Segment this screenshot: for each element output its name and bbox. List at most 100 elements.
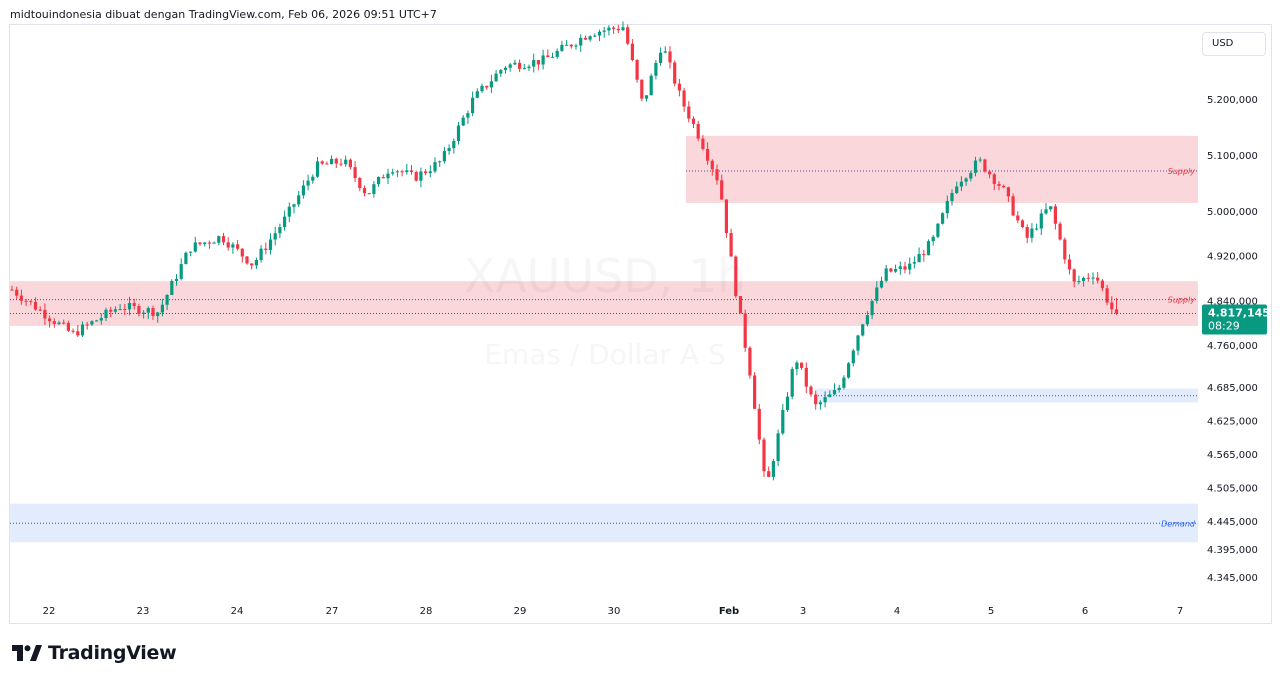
candle-body <box>15 289 19 296</box>
candle-body <box>428 171 432 174</box>
candle-body <box>419 171 423 181</box>
candle-body <box>76 331 80 336</box>
candle-body <box>1105 288 1109 303</box>
candle-body <box>988 171 992 175</box>
candle-body <box>137 305 141 314</box>
currency-selector[interactable]: USD <box>1202 32 1266 56</box>
last-price-tag <box>1202 304 1267 335</box>
candle-body <box>400 171 404 173</box>
candle-body <box>569 44 573 47</box>
candle-body <box>424 171 428 174</box>
candle-body <box>165 294 169 305</box>
y-tick-label: 4.685,000 <box>1207 383 1258 394</box>
candle-body <box>1096 277 1100 281</box>
candle-body <box>259 248 263 260</box>
candle-body <box>1006 187 1010 197</box>
zone-label-demand: Demand <box>1161 519 1196 528</box>
candle-body <box>52 321 56 324</box>
zone-demand-2[interactable] <box>815 388 1198 403</box>
candle-body <box>809 386 813 395</box>
candle-body <box>184 252 188 265</box>
candle-body <box>287 206 291 217</box>
candle-body <box>292 204 296 207</box>
candle-body <box>865 315 869 325</box>
candle-body <box>644 95 649 99</box>
candle-body <box>931 236 935 242</box>
candle-body <box>438 161 442 163</box>
candle-body <box>687 106 691 119</box>
candle-body <box>856 335 860 351</box>
candle-body <box>579 37 583 46</box>
candle-body <box>762 439 766 472</box>
candle-body <box>926 241 931 256</box>
zone-supply-0[interactable] <box>686 135 1198 203</box>
candle-body <box>38 309 42 311</box>
x-tick-label: 27 <box>326 606 339 617</box>
candle-body <box>344 159 348 165</box>
y-tick-label: 4.395,000 <box>1207 545 1258 556</box>
y-tick-label: 4.840,000 <box>1207 296 1258 307</box>
candle-body <box>99 318 103 321</box>
candle-body <box>334 158 338 164</box>
candle-body <box>377 177 381 185</box>
y-tick-label: 5.100,000 <box>1207 151 1258 162</box>
candle-body <box>536 60 540 65</box>
tradingview-logo[interactable]: TradingView <box>12 642 177 664</box>
candle-body <box>903 266 907 270</box>
candle-body <box>720 180 724 200</box>
candle-body <box>10 289 14 291</box>
zone-supply-1[interactable] <box>10 281 1198 326</box>
candle-body <box>104 309 108 319</box>
candle-body <box>588 36 592 40</box>
x-tick-label: 24 <box>231 606 244 617</box>
candle-body <box>555 50 559 57</box>
candle-body <box>113 309 117 312</box>
candle-body <box>738 296 743 314</box>
candle-body <box>715 169 719 181</box>
candle-body <box>452 140 456 149</box>
candle-body <box>109 309 113 312</box>
candle-body <box>62 322 66 324</box>
candle-body <box>231 244 235 248</box>
candle-body <box>80 324 85 336</box>
candle-body <box>898 266 902 269</box>
candle-body <box>353 167 357 179</box>
x-axis: 22 23 24 27 28 29 30 Feb 3 4 5 6 7 <box>43 606 1184 617</box>
candle-body <box>33 301 38 310</box>
candle-body <box>593 35 597 37</box>
x-tick-label: 29 <box>514 606 527 617</box>
candle-body <box>306 180 310 186</box>
candle-body <box>156 312 160 317</box>
candle-body <box>941 213 945 224</box>
candle-body <box>480 85 484 92</box>
candle-body <box>236 244 240 249</box>
candle-body <box>767 471 771 477</box>
candle-body <box>395 171 399 173</box>
candle-body <box>776 433 780 462</box>
x-tick-label: Feb <box>719 606 739 617</box>
candle-body <box>785 396 790 410</box>
candle-body <box>414 171 418 181</box>
candle-body <box>630 43 634 61</box>
candle-body <box>832 389 837 395</box>
candle-body <box>912 262 916 264</box>
x-tick-label: 3 <box>800 606 806 617</box>
candle-body <box>743 313 747 348</box>
candle-body <box>1100 280 1104 289</box>
candle-body <box>268 239 273 250</box>
candle-body <box>682 90 686 107</box>
candles-layer <box>10 21 1119 481</box>
candle-body <box>550 56 555 58</box>
candle-body <box>315 161 320 177</box>
candle-body <box>527 66 531 69</box>
candle-body <box>565 44 569 46</box>
tradingview-logo-icon <box>12 645 42 661</box>
candle-body <box>85 324 89 326</box>
candle-body <box>193 242 197 252</box>
candle-body <box>198 242 202 245</box>
x-tick-label: 4 <box>894 606 900 617</box>
candle-body <box>146 308 150 313</box>
y-tick-label: 4.760,000 <box>1207 341 1258 352</box>
